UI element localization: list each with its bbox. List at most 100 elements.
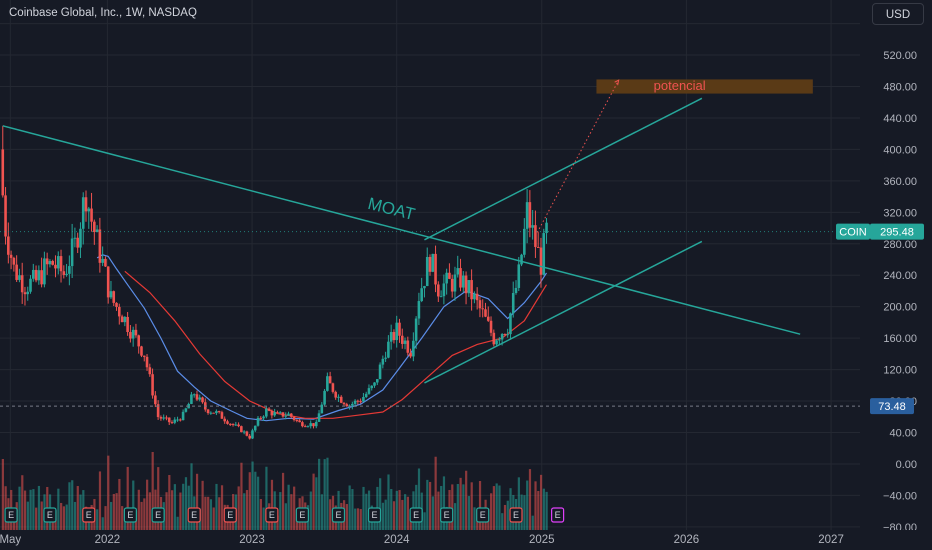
- candle-body: [373, 382, 376, 386]
- volume-bar: [109, 501, 113, 530]
- candle-body: [326, 376, 329, 391]
- earnings-marker: [367, 507, 382, 523]
- candle-body: [334, 391, 337, 398]
- earnings-marker: [223, 507, 237, 523]
- candle-body: [439, 296, 443, 298]
- candle-body: [470, 280, 473, 300]
- time-tick-label: 2024: [384, 534, 410, 546]
- candle-body: [320, 404, 324, 414]
- candle-body: [492, 332, 496, 345]
- candle-body: [59, 256, 63, 272]
- candle-body: [409, 352, 412, 357]
- candle-body: [314, 421, 318, 427]
- price-tick-label: 120.00: [883, 365, 917, 377]
- candle-body: [486, 316, 490, 321]
- volume-bar: [456, 483, 459, 530]
- candle-body: [253, 425, 257, 431]
- candle-body: [295, 419, 299, 421]
- candle-body: [292, 416, 296, 420]
- channel-bottom: [424, 240, 703, 384]
- candle-body: [84, 197, 88, 212]
- candle-body: [137, 335, 141, 347]
- candle-body: [414, 318, 418, 341]
- currency-button[interactable]: USD: [872, 3, 924, 25]
- volume-bar: [315, 477, 318, 530]
- earnings-marker-label: E: [335, 510, 341, 520]
- volume-bar: [517, 477, 520, 530]
- volume-bar: [404, 494, 407, 530]
- volume-bar: [459, 477, 462, 530]
- candle-body: [500, 334, 504, 340]
- earnings-marker-label: E: [269, 510, 275, 520]
- earnings-marker: [440, 507, 454, 523]
- volume-bar: [465, 470, 468, 530]
- volume-bar: [506, 500, 509, 530]
- candle-body: [339, 396, 343, 403]
- time-axis: May 2022 2023 2024 2025 2026 2027: [0, 530, 932, 550]
- trend-drawings: MOAT potencial: [0, 78, 860, 407]
- candle-body: [509, 313, 512, 335]
- volume-bar: [348, 485, 351, 530]
- candle-body: [45, 258, 49, 265]
- volume-bar: [171, 490, 174, 530]
- candle-body: [81, 197, 85, 229]
- volume-bar: [137, 489, 140, 530]
- volume-bar: [243, 493, 246, 530]
- volume-bar: [381, 502, 385, 530]
- candle-body: [273, 412, 276, 416]
- candle-body: [359, 401, 362, 403]
- volume-bar: [431, 496, 434, 530]
- volume-bar: [126, 466, 129, 530]
- candle-body: [223, 418, 227, 422]
- candle-body: [312, 423, 315, 427]
- volume-bar: [98, 471, 102, 530]
- volume-bar: [168, 475, 171, 530]
- earnings-marker: [123, 507, 137, 523]
- target-label: potencial: [654, 78, 706, 93]
- candle-body: [29, 278, 32, 292]
- earnings-marker: [509, 507, 523, 523]
- candle-body: [536, 246, 540, 248]
- volume-bar: [132, 480, 135, 530]
- price-tick-label: 40.00: [889, 427, 917, 439]
- volume-bar: [365, 493, 368, 530]
- volume-bar: [478, 481, 482, 530]
- volume-bar: [526, 480, 529, 530]
- earnings-marker-label: E: [47, 510, 53, 520]
- candle-body: [511, 293, 515, 314]
- time-tick-label: 2026: [674, 534, 700, 546]
- candle-body: [140, 346, 143, 356]
- volume-bar: [201, 480, 204, 530]
- candle-body: [262, 416, 265, 419]
- volume-bar: [320, 494, 324, 530]
- candle-body: [375, 379, 379, 383]
- candle-body: [367, 388, 371, 394]
- volume-bar: [146, 479, 149, 530]
- candle-body: [381, 358, 385, 365]
- candle-body: [442, 283, 446, 297]
- candle-body: [95, 229, 99, 232]
- candle-body: [539, 247, 543, 275]
- candle-body: [79, 228, 82, 248]
- earnings-marker: [265, 507, 279, 523]
- volume-bar: [329, 499, 332, 530]
- volume-bar: [462, 484, 465, 530]
- candle-body: [34, 269, 38, 281]
- volume-bar: [523, 495, 526, 530]
- volume-bar: [467, 496, 471, 530]
- candle-body: [356, 400, 360, 402]
- volume-bar: [309, 491, 312, 530]
- candle-body: [1, 149, 5, 196]
- candle-body: [12, 257, 16, 265]
- candle-body: [309, 423, 313, 427]
- candle-body: [345, 404, 349, 407]
- volume-bar: [284, 503, 287, 530]
- earnings-marker-label: E: [372, 510, 378, 520]
- candle-body: [425, 257, 429, 287]
- earnings-marker-label: E: [8, 510, 14, 520]
- candle-body: [220, 412, 224, 419]
- volume-bar: [281, 472, 285, 530]
- level-tag-label: 73.48: [878, 401, 906, 413]
- volume-bar: [118, 478, 121, 530]
